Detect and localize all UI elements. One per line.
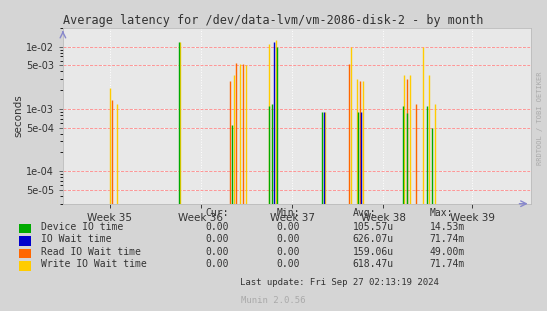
Text: 0.00: 0.00 <box>276 247 300 257</box>
Text: 618.47u: 618.47u <box>353 259 394 269</box>
Text: 159.06u: 159.06u <box>353 247 394 257</box>
Text: Write IO Wait time: Write IO Wait time <box>41 259 147 269</box>
Text: 0.00: 0.00 <box>205 222 229 232</box>
Y-axis label: seconds: seconds <box>13 95 23 137</box>
Text: Cur:: Cur: <box>205 208 229 218</box>
Text: 0.00: 0.00 <box>276 222 300 232</box>
Text: RRDTOOL / TOBI OETIKER: RRDTOOL / TOBI OETIKER <box>537 72 543 165</box>
Text: 0.00: 0.00 <box>276 259 300 269</box>
Text: 0.00: 0.00 <box>276 234 300 244</box>
Text: Average latency for /dev/data-lvm/vm-2086-disk-2 - by month: Average latency for /dev/data-lvm/vm-208… <box>63 14 484 27</box>
Text: IO Wait time: IO Wait time <box>41 234 112 244</box>
Text: 71.74m: 71.74m <box>429 234 464 244</box>
Text: 626.07u: 626.07u <box>353 234 394 244</box>
Text: 105.57u: 105.57u <box>353 222 394 232</box>
Text: Avg:: Avg: <box>353 208 376 218</box>
Text: Last update: Fri Sep 27 02:13:19 2024: Last update: Fri Sep 27 02:13:19 2024 <box>240 278 439 287</box>
Text: 0.00: 0.00 <box>205 259 229 269</box>
Text: 0.00: 0.00 <box>205 247 229 257</box>
Text: 49.00m: 49.00m <box>429 247 464 257</box>
Text: 0.00: 0.00 <box>205 234 229 244</box>
Text: Device IO time: Device IO time <box>41 222 123 232</box>
Text: Read IO Wait time: Read IO Wait time <box>41 247 141 257</box>
Text: 71.74m: 71.74m <box>429 259 464 269</box>
Text: Munin 2.0.56: Munin 2.0.56 <box>241 296 306 305</box>
Text: Max:: Max: <box>429 208 453 218</box>
Text: 14.53m: 14.53m <box>429 222 464 232</box>
Text: Min:: Min: <box>276 208 300 218</box>
